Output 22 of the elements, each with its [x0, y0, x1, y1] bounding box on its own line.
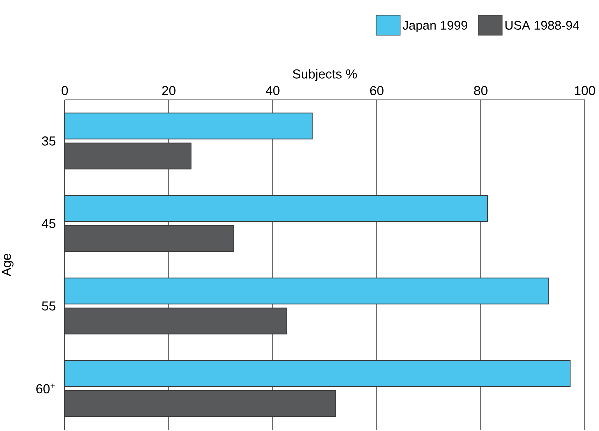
bar [64, 142, 192, 170]
bar [64, 195, 488, 222]
bar [64, 308, 288, 335]
x-axis-title: Subjects % [293, 69, 358, 82]
x-tick-label: 40 [266, 86, 280, 96]
y-tick-label: 45 [42, 219, 56, 228]
y-tick-label: 55 [42, 302, 56, 311]
bar [64, 112, 313, 140]
y-tick-label: 60$^{+}$ [36, 384, 56, 394]
x-tick-label: 20 [162, 86, 176, 96]
y-axis-title: Age [2, 254, 14, 277]
y-tick-label: 35 [42, 136, 56, 146]
bar [64, 278, 549, 305]
legend-label: Japan 1999 [402, 21, 468, 32]
bar [64, 225, 234, 252]
x-tick-label: 80 [474, 86, 488, 96]
x-tick-label: 60 [370, 86, 384, 96]
bar [64, 360, 571, 388]
bar [64, 390, 336, 418]
legend-label: USA 1988-94 [506, 21, 580, 30]
x-tick-label: 100 [575, 86, 596, 96]
x-tick-label: 0 [62, 86, 68, 96]
